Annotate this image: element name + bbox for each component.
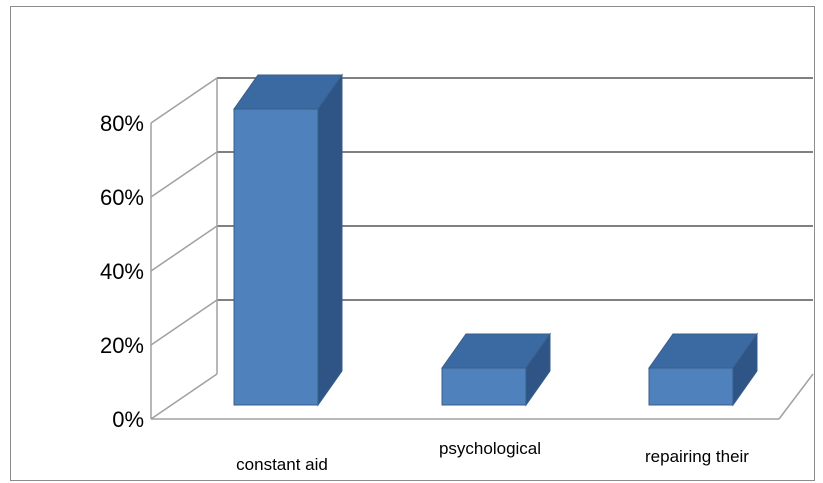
bar xyxy=(234,109,318,405)
bar xyxy=(442,368,526,405)
bar xyxy=(649,368,733,405)
y-tick-label: 40% xyxy=(100,259,144,284)
side-wall-gridline xyxy=(151,226,217,271)
side-wall-gridline xyxy=(151,374,217,419)
chart-frame: 0% 20% 40% 60% 80% constant aid psychological r… xyxy=(10,6,815,481)
side-wall-gridline xyxy=(151,78,217,123)
side-wall-gridline xyxy=(151,152,217,197)
y-tick-label: 20% xyxy=(100,333,144,358)
x-tick-label: psychological xyxy=(439,439,541,458)
y-tick-label: 60% xyxy=(100,185,144,210)
x-tick-label: repairing their xyxy=(645,447,749,466)
y-tick-label: 0% xyxy=(112,407,144,432)
side-wall-gridline xyxy=(151,300,217,345)
bar-side xyxy=(318,75,342,405)
x-tick-label: constant aid xyxy=(236,455,328,474)
chart-svg: 0% 20% 40% 60% 80% constant aid psychological r… xyxy=(11,7,823,483)
floor-right-edge xyxy=(779,374,813,419)
y-tick-label: 80% xyxy=(100,111,144,136)
